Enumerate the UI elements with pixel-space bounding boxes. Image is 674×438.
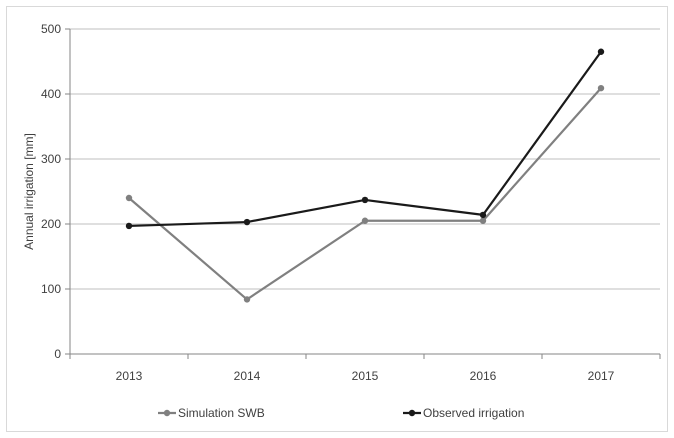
x-tick-label: 2014 (234, 369, 261, 383)
y-tick-label: 0 (54, 347, 61, 361)
legend-marker (163, 409, 171, 417)
legend: Simulation SWB Observed irrigation (158, 406, 524, 420)
legend-marker (408, 409, 416, 417)
axes (65, 28, 661, 359)
series-line (128, 87, 602, 301)
x-tick-label: 2015 (352, 369, 379, 383)
data-point (125, 222, 133, 230)
data-point (597, 84, 605, 92)
data-point (125, 194, 133, 202)
y-tick-label: 200 (41, 217, 61, 231)
legend-label: Simulation SWB (178, 406, 265, 420)
y-tick-label: 300 (41, 152, 61, 166)
data-point (243, 218, 251, 226)
data-point (479, 217, 487, 224)
legend-label: Observed irrigation (423, 406, 524, 420)
data-point (479, 211, 487, 219)
y-tick-label: 400 (41, 87, 61, 101)
chart-frame (6, 6, 668, 432)
y-tick-label: 500 (41, 22, 61, 36)
data-point (243, 296, 251, 303)
x-tick-label: 2017 (588, 369, 615, 383)
data-point (361, 217, 369, 224)
gridlines (70, 28, 660, 290)
data-point (361, 196, 369, 204)
data-point (597, 48, 605, 55)
y-tick-label: 100 (41, 282, 61, 296)
x-tick-labels: 2013 2014 2015 2016 2017 (116, 369, 615, 383)
series-layer (125, 48, 605, 303)
x-tick-label: 2013 (116, 369, 143, 383)
y-axis-title: Annual irrigation [mm] (22, 133, 36, 250)
y-tick-labels: 0 100 200 300 400 500 (41, 22, 61, 361)
x-tick-label: 2016 (470, 369, 497, 383)
